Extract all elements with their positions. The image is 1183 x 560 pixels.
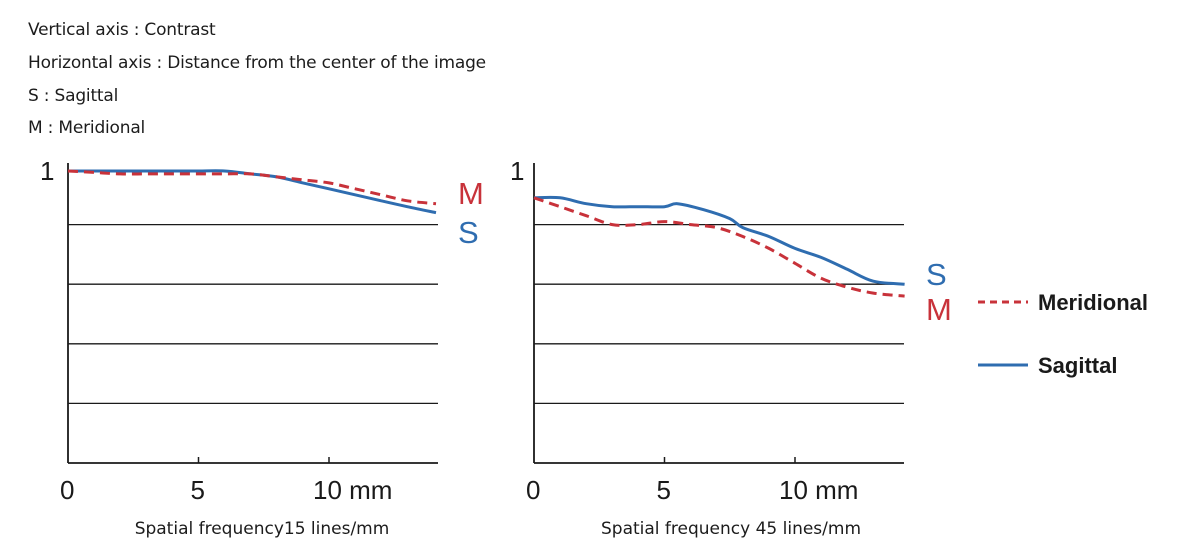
sagittal-definition: S : Sagittal (28, 85, 119, 106)
legend: Meridional Sagittal (978, 290, 1148, 378)
end-label-m: M (458, 176, 484, 211)
chart-45-lines: 1 0 5 10 mm Spatial frequency 45 lines/mm SM (510, 156, 952, 539)
horizontal-axis-note: Horizontal axis : Distance from the cent… (28, 52, 486, 73)
series-line-sagittal (67, 169, 437, 215)
x-tick-label: 10 mm (313, 475, 392, 505)
x-tick-label: 10 mm (779, 475, 858, 505)
chart-caption: Spatial frequency15 lines/mm (135, 519, 390, 539)
end-label-s: S (926, 257, 947, 292)
x-tick-label: 5 (191, 475, 205, 505)
x-tick-label: 0 (526, 475, 540, 505)
definitions-block: Vertical axis : Contrast Horizontal axis… (28, 14, 486, 145)
legend-meridional-label: Meridional (1038, 290, 1148, 315)
series-line-sagittal (533, 195, 905, 286)
chart-caption: Spatial frequency 45 lines/mm (601, 519, 861, 539)
end-label-s: S (458, 215, 479, 250)
x-tick-label: 0 (60, 475, 74, 505)
vertical-axis-note: Vertical axis : Contrast (28, 20, 216, 40)
y-tick-label: 1 (510, 156, 524, 186)
series-line-meridional (533, 196, 905, 298)
y-tick-label: 1 (40, 156, 54, 186)
series-line-meridional (67, 169, 437, 206)
x-tick-label: 5 (657, 475, 671, 505)
meridional-definition: M : Meridional (28, 118, 146, 139)
chart-15-lines: 1 0 5 10 mm Spatial frequency15 lines/mm MS (40, 156, 484, 539)
legend-sagittal-label: Sagittal (1038, 353, 1117, 378)
end-label-m: M (926, 292, 952, 327)
